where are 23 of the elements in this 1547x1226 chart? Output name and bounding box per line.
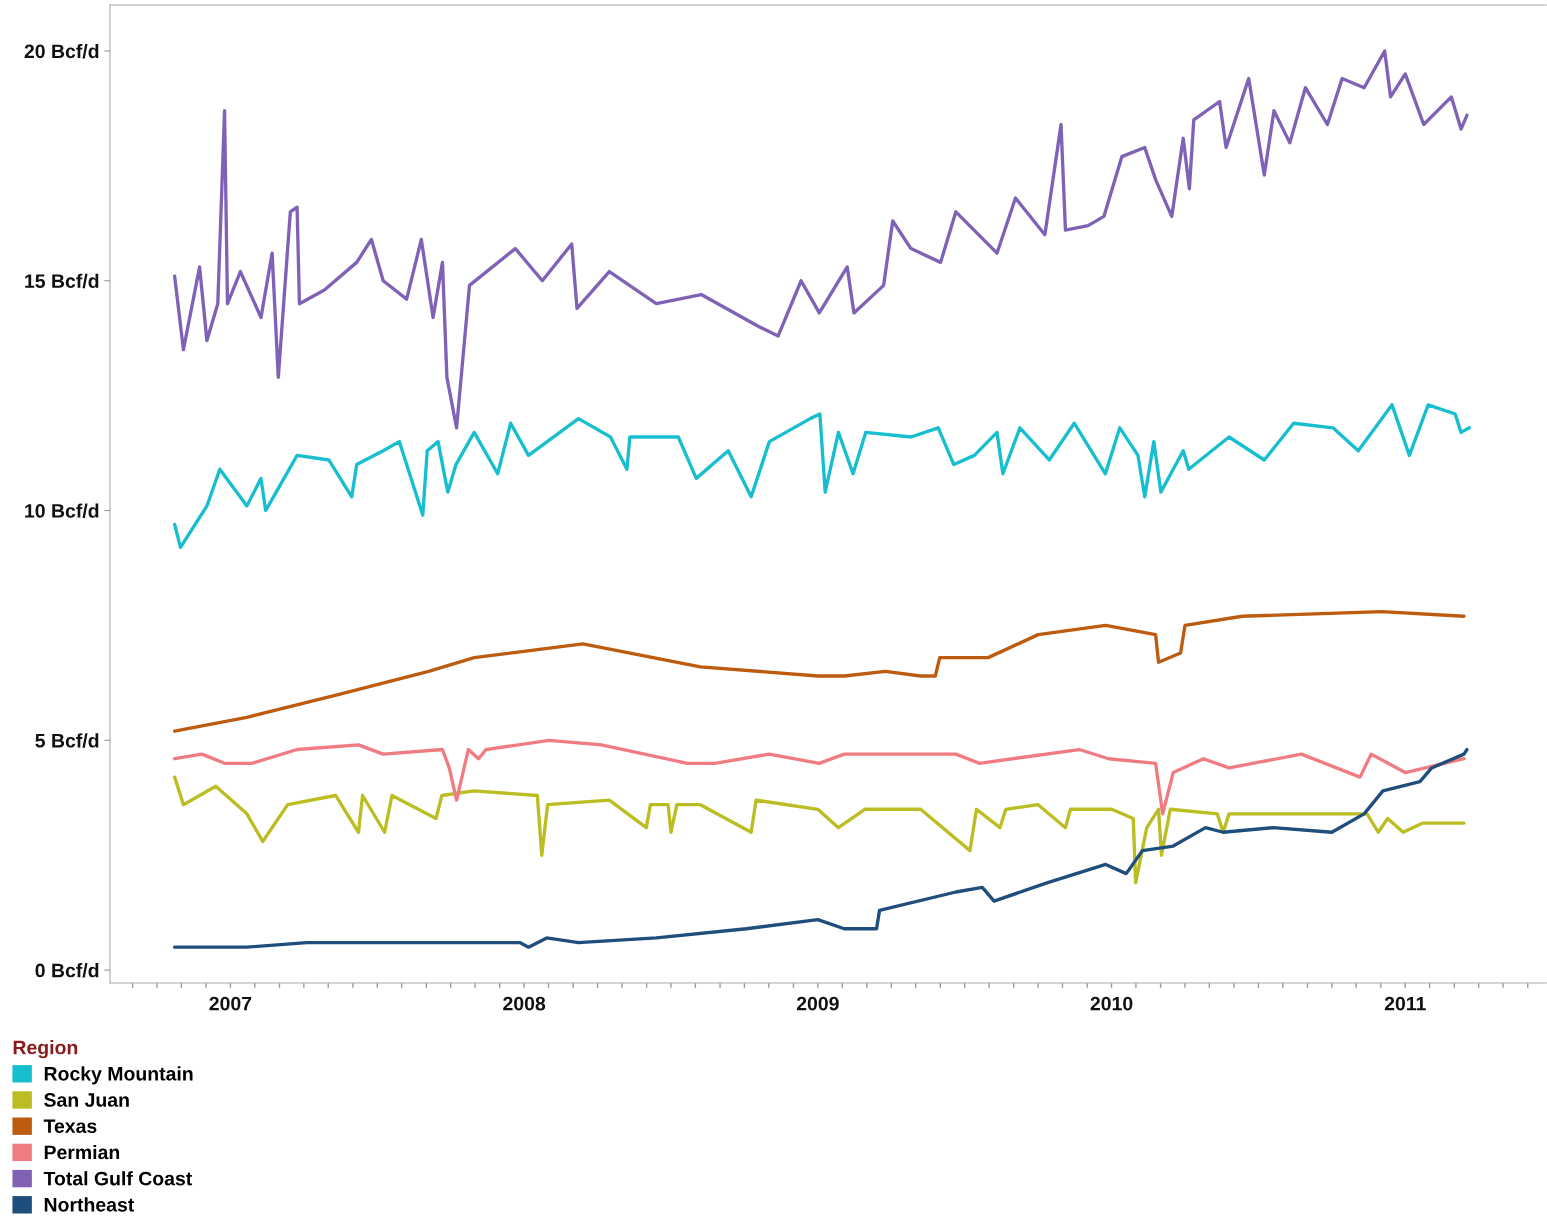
x-tick-label: 2011 <box>1384 996 1426 1011</box>
legend-label: Rocky Mountain <box>44 1066 193 1085</box>
y-tick-label: 10 Bcf/d <box>25 503 99 518</box>
line-series <box>172 403 1471 549</box>
x-tick-label: 2008 <box>503 996 546 1011</box>
y-tick-label: 5 Bcf/d <box>35 733 99 748</box>
legend-label: San Juan <box>44 1093 129 1107</box>
legend-label: Texas <box>43 1119 97 1134</box>
legend-label: Total Gulf Coast <box>43 1171 193 1186</box>
x-tick-label: 2010 <box>1090 996 1133 1011</box>
x-tick-label: 2009 <box>796 996 839 1011</box>
line-series <box>172 738 1466 816</box>
y-tick-label: 20 Bcf/d <box>24 43 99 59</box>
line-series <box>172 49 1469 430</box>
line-series <box>172 747 1469 949</box>
legend-label: Permian <box>44 1144 120 1160</box>
legend-title: Region <box>13 1040 78 1059</box>
legend-label: Northeast <box>44 1197 135 1212</box>
line-series <box>172 609 1466 733</box>
y-tick-label: 15 Bcf/d <box>25 273 99 289</box>
x-tick-label: 2007 <box>209 996 252 1011</box>
y-tick-label: 0 Bcf/d <box>35 963 99 978</box>
line-series <box>172 775 1466 885</box>
